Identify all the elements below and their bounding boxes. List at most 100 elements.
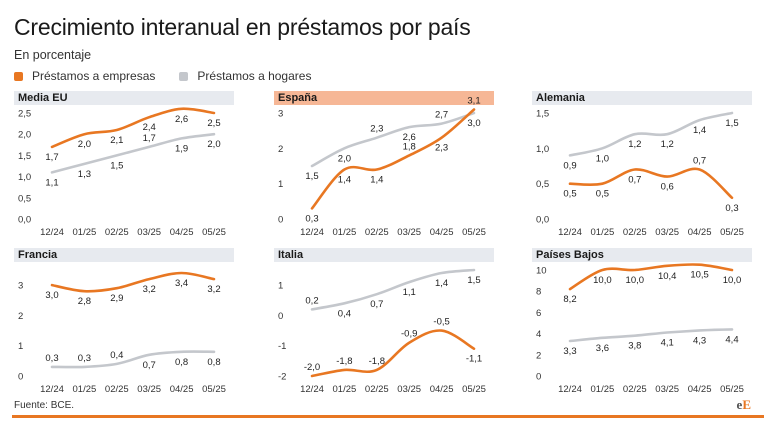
paises-bajos-label-hogares-1: 3,6 (596, 343, 609, 354)
panel-francia: Francia 0 1 2 3 12/24 01/25 02/25 03/25 04/25 05/… (14, 248, 234, 398)
paises-bajos-xtick-2: 02/25 (623, 384, 647, 395)
panel-title-italia: Italia (274, 248, 494, 262)
paises-bajos-xtick-1: 01/25 (591, 384, 615, 395)
italia-ytick-2: 0 (278, 311, 283, 322)
italia-xtick-0: 12/24 (300, 384, 324, 395)
chart-espana: 0 1 2 3 12/24 01/25 02/25 03/25 04/25 05/25 0,3 1,4… (278, 96, 486, 239)
espana-label-hogares-4: 2,7 (435, 110, 448, 121)
panel-title-alemania: Alemania (532, 91, 752, 105)
paises-bajos-xtick-5: 05/25 (720, 384, 744, 395)
italia-label-empresas-5: -1,1 (466, 354, 482, 365)
espana-xtick-0: 12/24 (300, 227, 324, 238)
paises-bajos-xtick-4: 04/25 (688, 384, 712, 395)
espana-label-empresas-1: 1,4 (338, 175, 351, 186)
italia-label-hogares-2: 0,7 (370, 299, 383, 310)
paises-bajos-label-empresas-1: 10,0 (593, 275, 612, 286)
espana-label-empresas-2: 1,4 (370, 175, 383, 186)
francia-label-empresas-3: 3,2 (143, 284, 156, 295)
media-eu-label-hogares-4: 1,9 (175, 143, 188, 154)
media-eu-line-hogares (50, 132, 216, 174)
espana-xtick-4: 04/25 (430, 227, 454, 238)
panel-paises-bajos: Países Bajos 0 2 4 6 8 10 12/24 01/25 02/25 03/25… (532, 248, 752, 398)
alemania-label-empresas-1: 0,5 (596, 189, 609, 200)
espana-label-empresas-5: 3,1 (467, 96, 480, 107)
legend-item-hogares: Préstamos a hogares (179, 69, 311, 83)
francia-xtick-0: 12/24 (40, 384, 64, 395)
francia-ytick-2: 2 (18, 311, 23, 322)
paises-bajos-line-empresas (568, 263, 734, 291)
media-eu-ytick-0: 0,0 (18, 215, 31, 226)
media-eu-ytick-1: 0,5 (18, 193, 31, 204)
italia-label-empresas-3: -0,9 (401, 329, 417, 340)
francia-label-hogares-3: 0,7 (143, 360, 156, 371)
francia-label-empresas-5: 3,2 (207, 284, 220, 295)
italia-label-hogares-4: 1,4 (435, 278, 448, 289)
francia-ytick-0: 0 (18, 372, 23, 383)
paises-bajos-ytick-4: 8 (536, 287, 541, 298)
francia-label-hogares-0: 0,3 (45, 353, 58, 364)
italia-xtick-1: 01/25 (333, 384, 357, 395)
paises-bajos-label-hogares-0: 3,3 (563, 346, 576, 357)
panel-title-paises-bajos: Países Bajos (532, 248, 752, 262)
panel-title-espana: España (274, 91, 494, 105)
paises-bajos-label-hogares-3: 4,1 (661, 338, 674, 349)
media-eu-ytick-3: 1,5 (18, 151, 31, 162)
alemania-ytick-2: 1,0 (536, 144, 549, 155)
chart-italia: -2 -1 0 1 12/24 01/25 02/25 03/25 04/25 05/25 -2,0… (278, 268, 486, 395)
francia-label-empresas-0: 3,0 (45, 290, 58, 301)
media-eu-label-empresas-2: 2,1 (110, 135, 123, 146)
legend-swatch-empresas (14, 71, 23, 81)
espana-ytick-2: 2 (278, 144, 283, 155)
paises-bajos-xtick-0: 12/24 (558, 384, 582, 395)
italia-line-hogares (310, 268, 476, 311)
alemania-label-hogares-4: 1,4 (693, 125, 706, 136)
paises-bajos-label-empresas-0: 8,2 (563, 294, 576, 305)
alemania-xtick-2: 02/25 (623, 227, 647, 238)
italia-label-hogares-3: 1,1 (403, 287, 416, 298)
italia-label-hogares-1: 0,4 (338, 308, 351, 319)
alemania-label-hogares-2: 1,2 (628, 139, 641, 150)
media-eu-ytick-5: 2,5 (18, 109, 31, 120)
brand-logo: eE (737, 397, 751, 413)
media-eu-label-hogares-2: 1,5 (110, 160, 123, 171)
francia-xtick-4: 04/25 (170, 384, 194, 395)
espana-label-empresas-4: 2,3 (435, 143, 448, 154)
espana-xtick-5: 05/25 (462, 227, 486, 238)
espana-label-hogares-5: 3,0 (467, 118, 480, 129)
italia-xtick-5: 05/25 (462, 384, 486, 395)
francia-ytick-1: 1 (18, 341, 23, 352)
media-eu-xtick-0: 12/24 (40, 227, 64, 238)
media-eu-label-empresas-3: 2,4 (143, 122, 156, 133)
italia-ytick-3: 1 (278, 281, 283, 292)
italia-ytick-0: -2 (278, 372, 286, 383)
media-eu-xtick-4: 04/25 (170, 227, 194, 238)
chart-alemania: 0,0 0,5 1,0 1,5 12/24 01/25 02/25 03/25 04/25 05/… (536, 109, 744, 239)
francia-xtick-3: 03/25 (137, 384, 161, 395)
italia-label-hogares-0: 0,2 (305, 295, 318, 306)
francia-xtick-1: 01/25 (73, 384, 97, 395)
alemania-xtick-5: 05/25 (720, 227, 744, 238)
alemania-ytick-3: 1,5 (536, 109, 549, 120)
italia-label-empresas-1: -1,8 (336, 356, 352, 367)
alemania-xtick-4: 04/25 (688, 227, 712, 238)
panel-title-media-eu: Media EU (14, 91, 234, 105)
paises-bajos-xtick-3: 03/25 (655, 384, 679, 395)
espana-xtick-3: 03/25 (397, 227, 421, 238)
alemania-label-hogares-1: 1,0 (596, 153, 609, 164)
espana-xtick-1: 01/25 (333, 227, 357, 238)
espana-label-hogares-3: 2,6 (403, 132, 416, 143)
media-eu-label-empresas-0: 1,7 (45, 152, 58, 163)
paises-bajos-label-empresas-4: 10,5 (690, 270, 709, 281)
panel-media-eu: Media EU 0,0 0,5 1,0 1,5 2,0 2,5 12/24 01/25 02/… (14, 91, 234, 241)
media-eu-ytick-2: 1,0 (18, 172, 31, 183)
media-eu-label-hogares-1: 1,3 (78, 169, 91, 180)
paises-bajos-ytick-2: 4 (536, 329, 541, 340)
panel-title-francia: Francia (14, 248, 234, 262)
alemania-line-empresas (568, 167, 734, 200)
paises-bajos-line-hogares (568, 328, 734, 343)
paises-bajos-ytick-1: 2 (536, 350, 541, 361)
panel-italia: Italia -2 -1 0 1 12/24 01/25 02/25 03/25 04/25 05… (274, 248, 494, 398)
paises-bajos-ytick-0: 0 (536, 372, 541, 383)
italia-label-empresas-0: -2,0 (304, 362, 320, 373)
chart-paises-bajos: 0 2 4 6 8 10 12/24 01/25 02/25 03/25 04/25 05/25 8,2… (536, 263, 744, 395)
